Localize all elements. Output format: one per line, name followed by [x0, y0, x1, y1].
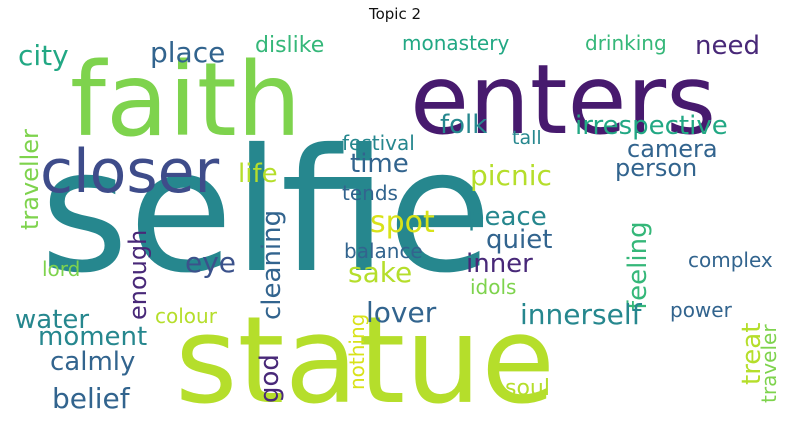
word-inner: inner	[466, 249, 533, 279]
word-power: power	[670, 298, 733, 322]
word-feeling: feeling	[623, 221, 653, 310]
word-cloud: selfie statue faith enters closer city place di…	[10, 30, 780, 415]
word-picnic: picnic	[470, 159, 552, 192]
word-lord: lord	[42, 257, 80, 281]
word-need: need	[695, 31, 760, 61]
word-calmly: calmly	[50, 347, 135, 377]
word-colour: colour	[155, 304, 218, 328]
word-peace: peace	[468, 202, 547, 232]
word-statue: statue	[175, 292, 555, 415]
word-city: city	[18, 39, 69, 72]
word-balance: balance	[344, 239, 423, 263]
word-time: time	[350, 149, 409, 179]
word-innerself: innerself	[520, 298, 643, 331]
word-sake: sake	[348, 256, 412, 289]
word-faith: faith	[70, 41, 301, 160]
word-closer: closer	[40, 137, 220, 207]
word-tall: tall	[512, 127, 542, 149]
word-drinking: drinking	[585, 31, 667, 55]
word-person: person	[615, 154, 697, 182]
word-enough: enough	[124, 230, 152, 320]
word-dislike: dislike	[255, 33, 324, 58]
word-belief: belief	[52, 382, 131, 415]
word-lover: lover	[366, 296, 437, 329]
word-irrespective: irrespective	[575, 111, 728, 141]
word-moment: moment	[38, 322, 147, 352]
word-spot: spot	[370, 205, 435, 240]
word-life: life	[238, 159, 278, 189]
word-traveler: traveler	[757, 324, 780, 403]
word-god: god	[255, 354, 285, 403]
word-traveller: traveller	[16, 129, 44, 230]
word-quiet: quiet	[486, 225, 552, 255]
word-selfie: selfie	[40, 113, 492, 311]
word-festival: festival	[342, 131, 415, 155]
chart-title: Topic 2	[368, 5, 422, 23]
word-soul: soul	[505, 376, 550, 401]
word-place: place	[150, 36, 225, 69]
word-water: water	[15, 305, 89, 335]
word-nothing: nothing	[345, 314, 369, 390]
word-enters: enters	[410, 44, 716, 156]
word-eye: eye	[185, 246, 236, 279]
word-idols: idols	[470, 275, 516, 299]
word-monastery: monastery	[402, 31, 509, 55]
word-complex: complex	[688, 248, 773, 272]
word-camera: camera	[627, 135, 718, 163]
word-folk: folk	[440, 110, 487, 140]
word-treat: treat	[737, 323, 767, 385]
word-tends: tends	[342, 181, 398, 205]
word-cleaning: cleaning	[257, 210, 287, 320]
